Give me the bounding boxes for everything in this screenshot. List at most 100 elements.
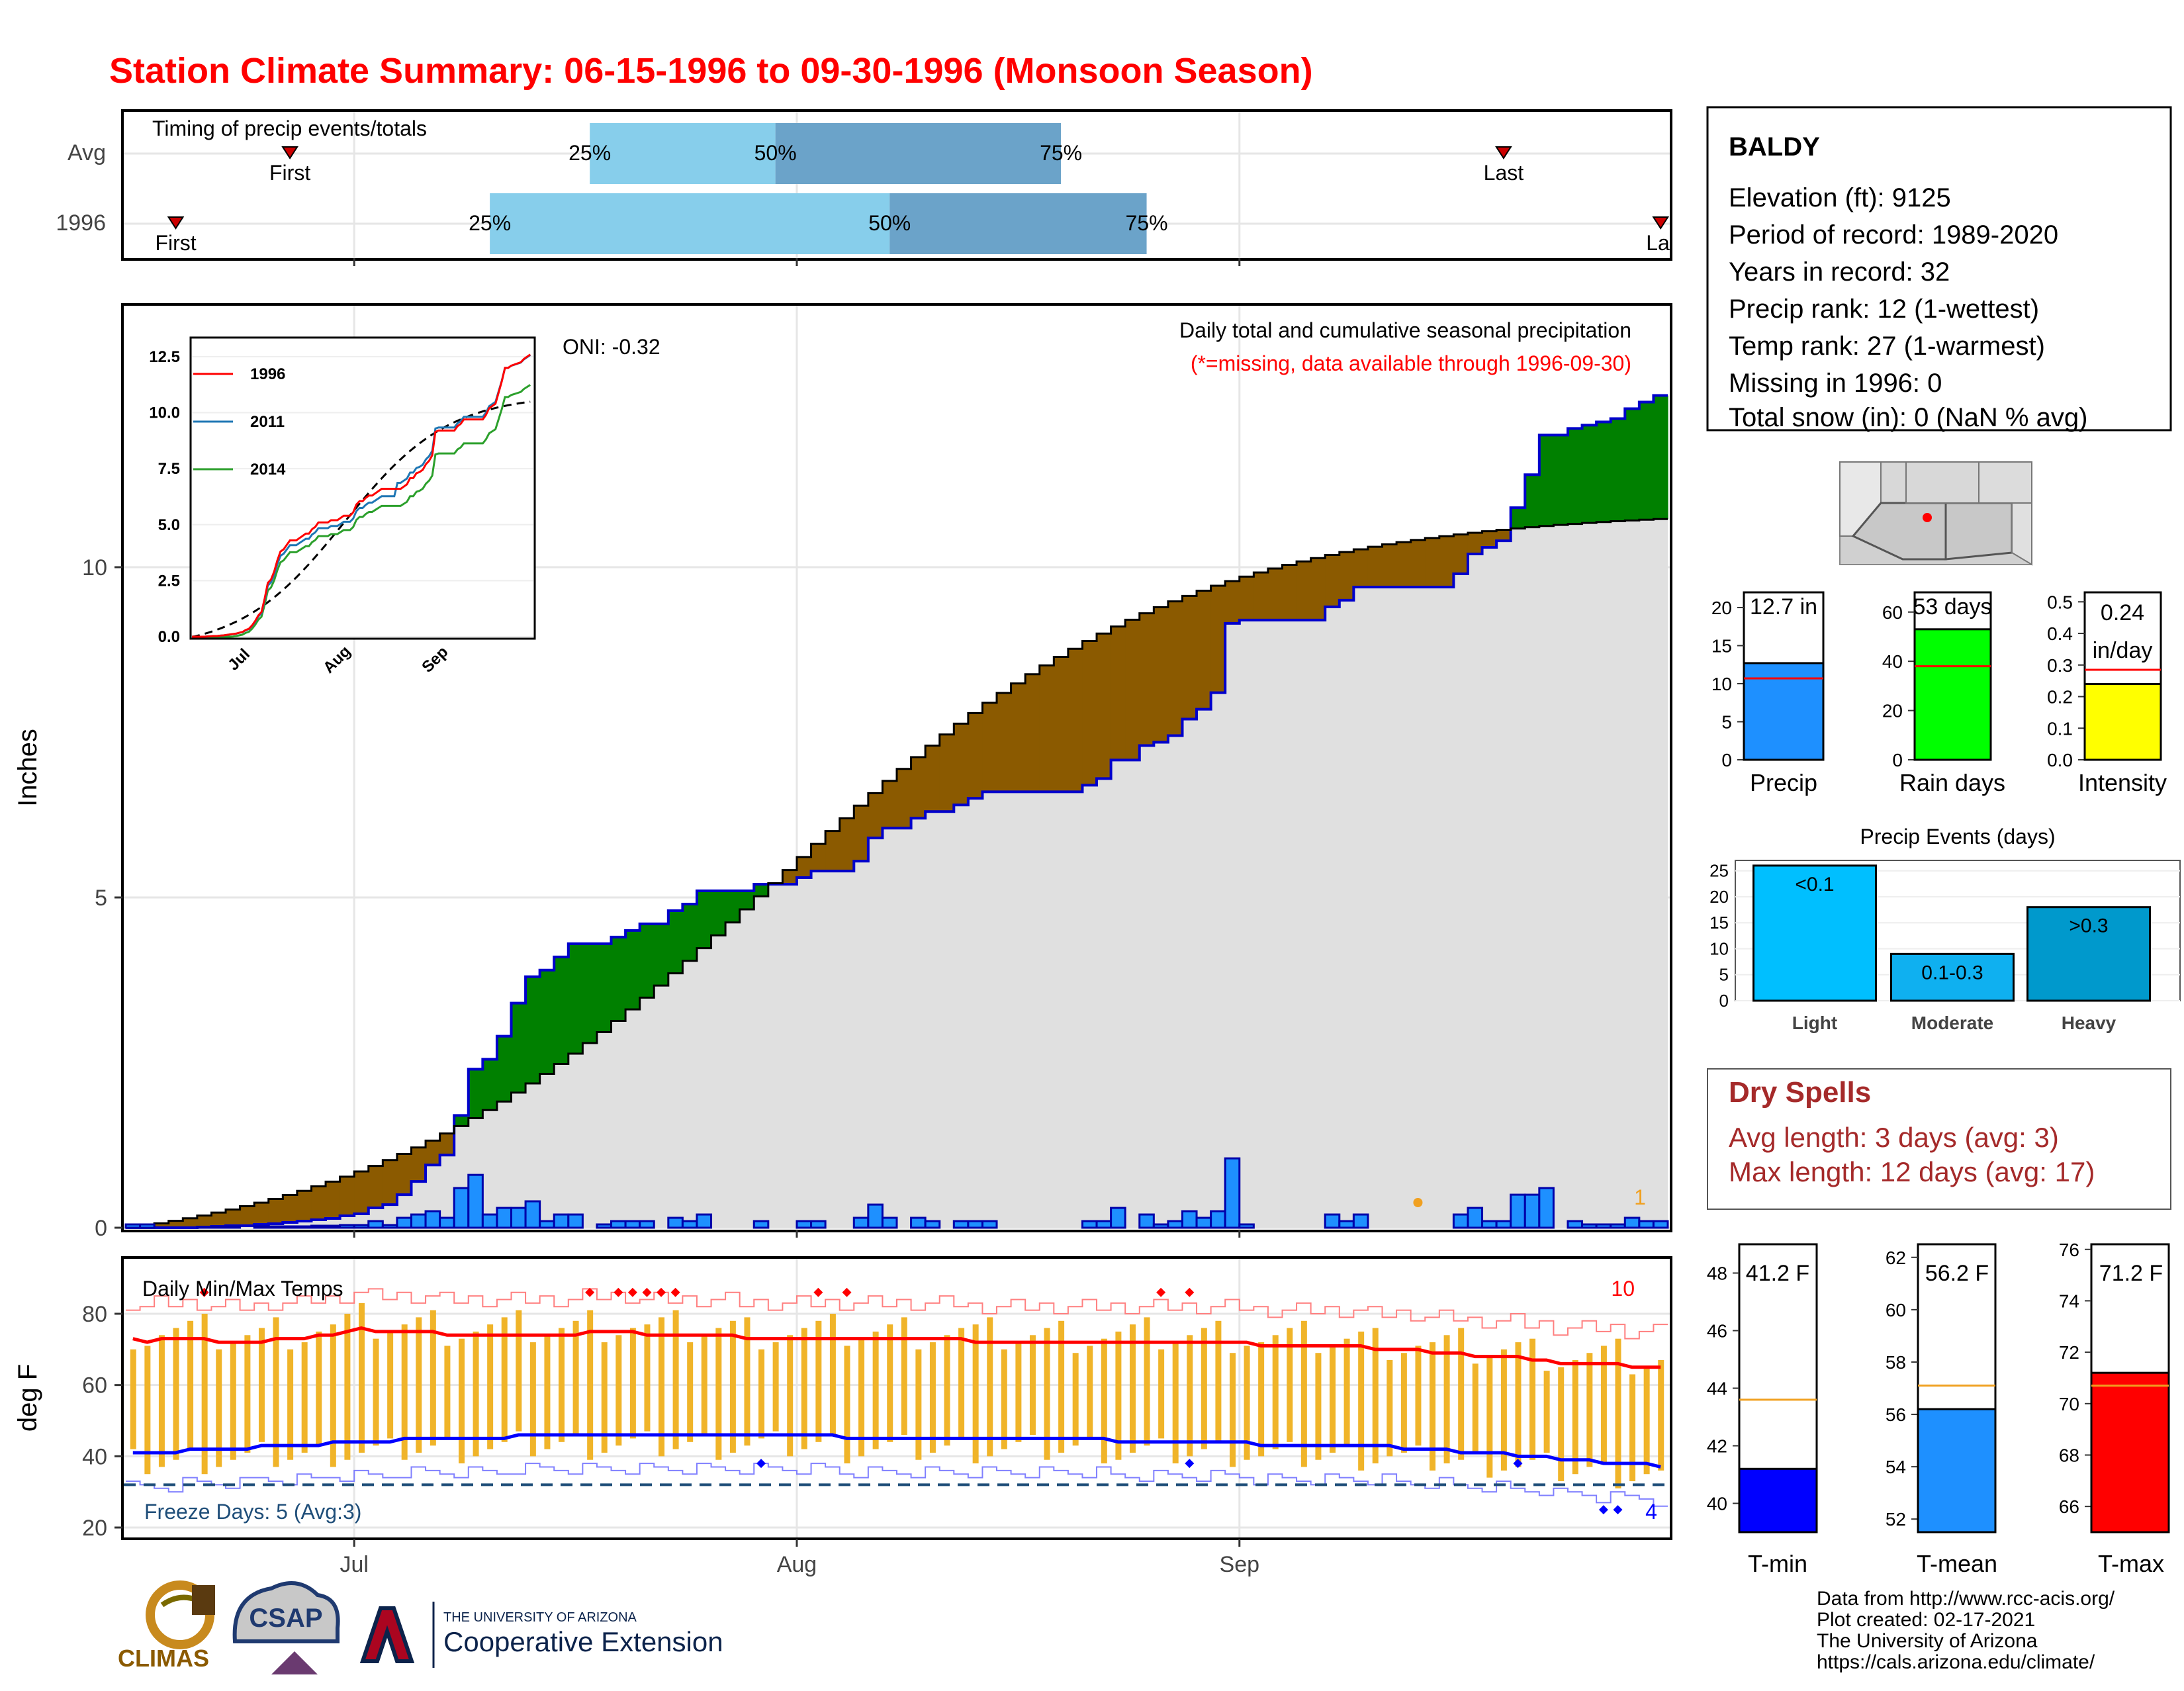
daily-precip-bar: [1167, 1220, 1183, 1229]
average-cumulative-area: [126, 519, 1668, 1228]
deficit-area: [154, 1223, 169, 1228]
deficit-area: [1382, 544, 1397, 587]
daily-temp-bar: [644, 1324, 651, 1432]
mini-value-bar: [1738, 1467, 1818, 1533]
timing-q50-q75-bar: [889, 193, 1147, 254]
daily-precip-bar: [796, 1220, 813, 1229]
temp-panel: 20 40 60 80 Daily Min/Max Temps 10 Freeze D…: [13, 1256, 1672, 1541]
oni-label: ONI: -0.32: [563, 335, 660, 359]
deficit-area: [939, 734, 954, 812]
mini-ytick-label: 15: [1711, 636, 1732, 657]
avg-min-temp-line: [132, 1433, 1661, 1469]
deficit-area: [1025, 674, 1040, 792]
daily-precip-bar: [367, 1220, 384, 1229]
daily-precip-bar: [1081, 1220, 1098, 1229]
mini-tmin-value: 41.2 F: [1746, 1261, 1809, 1286]
daily-precip-bar: [624, 1220, 641, 1229]
daily-precip-bar: [1324, 1213, 1341, 1229]
surplus-area: [1639, 402, 1655, 520]
surplus-area: [582, 943, 598, 1044]
inset-ytick-label: 2.5: [158, 572, 180, 590]
deficit-area: [1068, 649, 1083, 792]
mini-ytick-label: 20: [1711, 598, 1732, 618]
surplus-area: [1625, 408, 1640, 521]
daily-precip-bar: [481, 1213, 498, 1229]
temp-ytick-label: 80: [82, 1302, 107, 1327]
mini-ytick-label: 76: [2059, 1240, 2079, 1260]
surplus-area: [482, 1059, 498, 1111]
precip-ylabel: Inches: [13, 729, 42, 807]
daily-temp-bar: [416, 1317, 422, 1453]
mini-value-bar: [2083, 682, 2162, 761]
daily-precip-bar: [439, 1216, 455, 1229]
deficit-area: [1482, 531, 1497, 548]
daily-temp-bar: [972, 1324, 979, 1464]
daily-temp-bar: [772, 1342, 779, 1432]
deficit-area: [1325, 555, 1340, 607]
daily-precip-bar: [1467, 1207, 1484, 1229]
daily-temp-bar: [1315, 1353, 1322, 1460]
mini-ytick-label: 0.0: [2047, 750, 2073, 770]
locator-map: [1839, 461, 2032, 566]
daily-precip-bar: [124, 1223, 142, 1229]
station-temp-rank: Temp rank: 27 (1-warmest): [1729, 332, 2045, 361]
daily-precip-bar: [1110, 1207, 1126, 1229]
surplus-area: [739, 891, 754, 910]
surplus-area: [596, 943, 612, 1032]
temp-label: Daily Min/Max Temps: [142, 1277, 343, 1301]
daily-temp-bar: [1415, 1346, 1422, 1446]
deficit-area: [368, 1165, 383, 1209]
record-high-marker: [585, 1287, 595, 1297]
daily-precip-bar: [1138, 1213, 1155, 1229]
event-bar-value-label: 0.1-0.3: [1921, 962, 1983, 983]
daily-temp-bar: [787, 1335, 794, 1457]
temp-ytick-label: 20: [82, 1516, 107, 1541]
mini-ytick-label: 44: [1707, 1379, 1727, 1399]
daily-precip-bar: [1152, 1223, 1169, 1229]
mini-value-bar: [1913, 628, 1992, 761]
ua-logo-small: THE UNIVERSITY OF ARIZONA: [443, 1610, 637, 1625]
precip-daily-bars: [124, 1157, 1669, 1229]
mini-ytick-label: 56: [1886, 1404, 1906, 1425]
daily-temp-bar: [601, 1342, 608, 1453]
daily-temp-bar: [1272, 1335, 1279, 1449]
deficit-area: [1496, 529, 1512, 541]
daily-temp-bar: [387, 1331, 394, 1439]
temp-grid: 20 40 60 80: [82, 1259, 1670, 1541]
dry-spells-title: Dry Spells: [1729, 1076, 1871, 1109]
daily-precip-bar: [1524, 1193, 1541, 1229]
mini-ytick-label: 40: [1882, 651, 1903, 672]
mini-ytick-label: 0.1: [2047, 718, 2073, 739]
daily-precip-bar: [1495, 1220, 1512, 1229]
surplus-area: [568, 943, 583, 1054]
tmean-chart: 52 54 56 58 60 62: [1886, 1243, 1997, 1533]
temp-ylabel: deg F: [13, 1364, 42, 1432]
daily-precip-bar: [1238, 1223, 1255, 1229]
deficit-area: [997, 692, 1012, 792]
daily-temp-bar: [815, 1320, 822, 1442]
deficit-area: [426, 1140, 441, 1165]
daily-precip-bar: [1638, 1220, 1655, 1229]
daily-precip-bar: [1567, 1220, 1584, 1229]
daily-temp-bar: [1058, 1320, 1065, 1453]
mini-raindays-label: Rain days: [1899, 769, 2005, 796]
daily-temp-bar: [230, 1342, 236, 1460]
record-max-line: [126, 1288, 1668, 1340]
deficit-area: [1396, 542, 1412, 587]
daily-temp-bar: [587, 1310, 594, 1460]
mini-tmax-label: T-max: [2098, 1550, 2164, 1577]
daily-precip-bar: [1095, 1220, 1113, 1229]
daily-precip-bar: [553, 1213, 570, 1229]
event-category-label: Light: [1792, 1013, 1837, 1033]
daily-temp-bar: [1229, 1353, 1236, 1467]
precip-areas: [126, 394, 1668, 1229]
event-bar: [2026, 906, 2151, 1002]
daily-precip-bar: [496, 1207, 512, 1229]
mini-raindays-value: 53 days: [1913, 594, 1991, 619]
mini-value-bar: [2090, 1371, 2170, 1533]
mini-value-bar: [1917, 1408, 1997, 1533]
deficit-area: [340, 1176, 355, 1216]
timing-panel: 25% 50% 75% First Last 25% 50% 75% First La Timin…: [56, 109, 1672, 266]
record-low-marker: [1598, 1505, 1608, 1515]
daily-precip-bar: [1181, 1210, 1198, 1229]
